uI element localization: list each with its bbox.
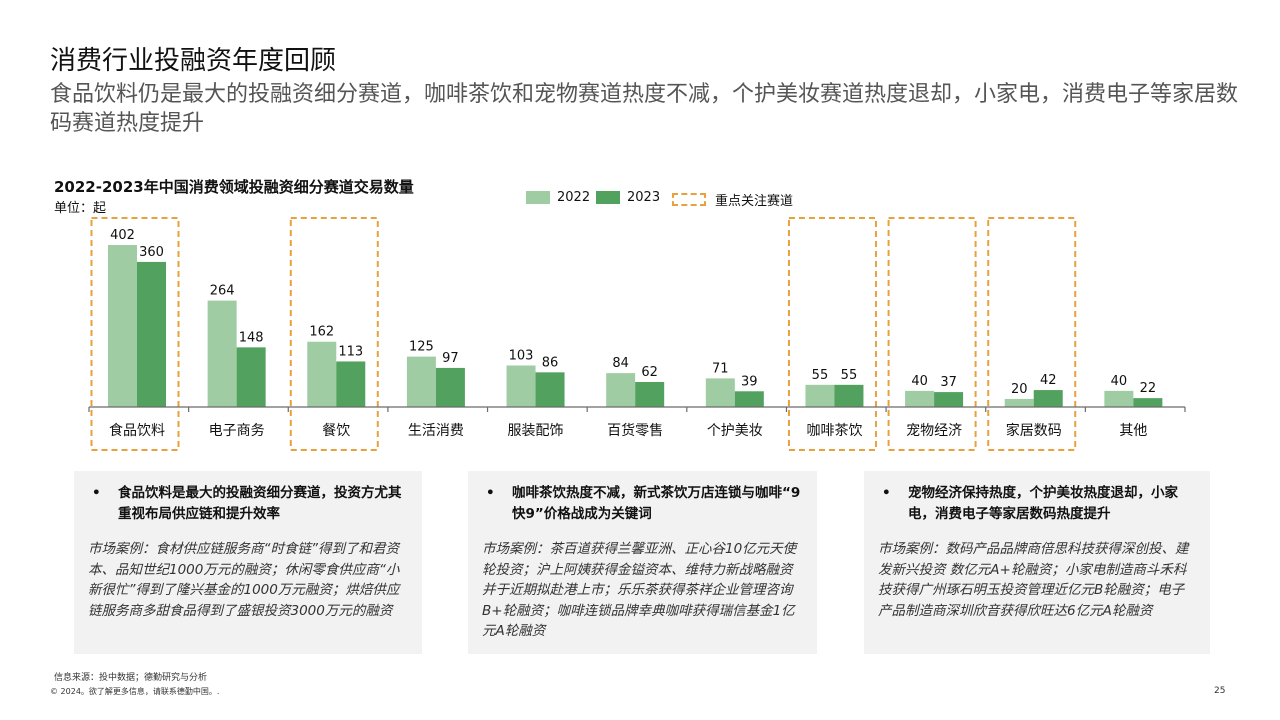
bar-2023-cat-5 — [635, 382, 665, 407]
data-label-2022-cat-5: 84 — [612, 356, 629, 371]
data-label-2022-cat-3: 125 — [409, 340, 434, 355]
bar-2023-cat-1 — [236, 347, 266, 407]
data-label-2022-cat-8: 40 — [911, 374, 928, 389]
bar-2023-cat-0 — [137, 261, 166, 407]
category-label-cat-0: 食品饮料 — [109, 422, 165, 439]
summary-heading-coffee: • 咖啡茶饮热度不减，新式茶饮万店连锁与咖啡“9快9”价格战成为关键词 — [482, 483, 803, 525]
data-label-2023-cat-0: 360 — [139, 245, 164, 260]
data-label-2023-cat-1: 148 — [239, 330, 264, 345]
data-label-2022-cat-7: 55 — [812, 368, 829, 383]
data-label-2022-cat-6: 71 — [712, 361, 729, 376]
category-label-cat-7: 咖啡茶饮 — [806, 423, 862, 439]
legend-item-2022: 2022 — [526, 190, 590, 205]
page-number: 25 — [1214, 686, 1226, 696]
bar-2023-cat-8 — [934, 392, 964, 407]
highlight-frame-cat-8 — [887, 217, 977, 451]
data-label-2023-cat-9: 42 — [1040, 373, 1057, 388]
bar-2023-cat-10 — [1133, 398, 1163, 407]
bar-2022-cat-1 — [207, 300, 237, 407]
bar-2023-cat-3 — [435, 367, 465, 407]
data-label-2023-cat-5: 62 — [641, 365, 658, 380]
data-label-2023-cat-3: 97 — [442, 351, 459, 366]
source-note: 信息来源：投中数据；德勤研究与分析 — [54, 673, 208, 683]
bar-2022-cat-5 — [606, 373, 636, 407]
bar-2022-cat-8 — [905, 390, 935, 407]
bar-2022-cat-3 — [406, 356, 436, 407]
legend-item-2023: 2023 — [596, 190, 660, 205]
bar-2022-cat-2 — [307, 341, 337, 407]
data-label-2023-cat-6: 39 — [741, 374, 758, 389]
data-label-2022-cat-9: 20 — [1011, 382, 1028, 397]
summary-heading-text: 咖啡茶饮热度不减，新式茶饮万店连锁与咖啡“9快9”价格战成为关键词 — [512, 485, 801, 522]
highlight-frame-cat-9 — [987, 217, 1077, 451]
page-title: 消费行业投融资年度回顾 — [50, 46, 337, 76]
highlight-frame-cat-2 — [289, 217, 379, 451]
bullet-marker: • — [882, 485, 891, 501]
summary-box-pet: • 宠物经济保持热度，个护美妆热度退却，小家电，消费电子等家居数码热度提升 市场… — [864, 471, 1210, 654]
category-label-cat-3: 生活消费 — [408, 423, 464, 439]
bar-2022-cat-7 — [805, 384, 835, 407]
market-case-pet: 市场案例：数码产品品牌商倍思科技获得深创投、建发新兴投资 数亿元A+轮融资；小家… — [878, 541, 1189, 619]
data-label-2023-cat-7: 55 — [841, 368, 858, 383]
summary-box-coffee: • 咖啡茶饮热度不减，新式茶饮万店连锁与咖啡“9快9”价格战成为关键词 市场案例… — [468, 471, 817, 654]
page-subtitle: 食品饮料仍是最大的投融资细分赛道，咖啡茶饮和宠物赛道热度不减，个护美妆赛道热度退… — [50, 82, 1239, 136]
category-label-cat-10: 其他 — [1119, 423, 1147, 439]
data-label-2022-cat-10: 40 — [1111, 374, 1128, 389]
bar-2022-cat-9 — [1004, 398, 1034, 407]
data-label-2022-cat-0: 402 — [110, 228, 135, 243]
legend-label-2022: 2022 — [557, 190, 591, 205]
category-label-cat-6: 个护美妆 — [707, 423, 763, 439]
bar-2022-cat-10 — [1104, 390, 1134, 407]
summary-heading-pet: • 宠物经济保持热度，个护美妆热度退却，小家电，消费电子等家居数码热度提升 — [878, 483, 1196, 525]
legend-item-highlight: 重点关注赛道 — [672, 190, 793, 209]
bullet-marker: • — [92, 485, 101, 501]
summary-heading-food: • 食品饮料是最大的投融资细分赛道，投资方尤其重视布局供应链和提升效率 — [88, 483, 408, 525]
legend-swatch-2023 — [596, 191, 620, 204]
legend-swatch-highlight — [672, 193, 706, 206]
category-label-cat-5: 百货零售 — [607, 422, 663, 439]
bar-2023-cat-9 — [1033, 390, 1063, 407]
data-label-2023-cat-2: 113 — [338, 344, 363, 359]
category-label-cat-8: 宠物经济 — [906, 423, 962, 439]
category-label-cat-2: 餐饮 — [322, 423, 350, 439]
highlight-frame-cat-0 — [90, 217, 180, 451]
legend-swatch-2022 — [526, 191, 550, 204]
category-label-cat-9: 家居数码 — [1006, 422, 1062, 439]
legend-label-2023: 2023 — [627, 190, 661, 205]
legend-label-highlight: 重点关注赛道 — [715, 194, 794, 209]
bullet-marker: • — [486, 485, 495, 501]
market-case-coffee: 市场案例：茶百道获得兰馨亚洲、正心谷10亿元天使轮投资；沪上阿姨获得金镒资本、维… — [482, 541, 797, 639]
summary-heading-text: 宠物经济保持热度，个护美妆热度退却，小家电，消费电子等家居数码热度提升 — [908, 485, 1178, 522]
data-label-2023-cat-8: 37 — [940, 375, 957, 390]
data-label-2023-cat-10: 22 — [1140, 381, 1157, 396]
bar-2023-cat-6 — [734, 391, 764, 407]
data-label-2022-cat-2: 162 — [309, 325, 334, 340]
bar-2023-cat-4 — [535, 372, 565, 407]
chart-title: 2022-2023年中国消费领域投融资细分赛道交易数量 — [54, 178, 414, 196]
data-label-2023-cat-4: 86 — [542, 355, 559, 370]
highlight-frame-cat-7 — [787, 217, 877, 451]
data-label-2022-cat-4: 103 — [509, 348, 534, 363]
bar-2022-cat-6 — [705, 378, 735, 407]
bar-2022-cat-4 — [506, 365, 536, 407]
data-label-2022-cat-1: 264 — [210, 284, 235, 299]
summary-box-food: • 食品饮料是最大的投融资细分赛道，投资方尤其重视布局供应链和提升效率 市场案例… — [74, 471, 422, 654]
chart-unit: 单位：起 — [54, 201, 107, 216]
category-label-cat-1: 电子商务 — [209, 423, 265, 439]
market-case-food: 市场案例：食材供应链服务商“时食链”得到了和君资本、品知世纪1000万元的融资；… — [88, 541, 400, 619]
bar-2022-cat-0 — [108, 245, 137, 407]
summary-heading-text: 食品饮料是最大的投融资细分赛道，投资方尤其重视布局供应链和提升效率 — [118, 485, 402, 522]
category-label-cat-4: 服装配饰 — [508, 423, 564, 439]
bar-2023-cat-7 — [834, 384, 864, 407]
copyright-note: © 2024。欲了解更多信息，请联系德勤中国。. — [50, 687, 220, 696]
bar-2023-cat-2 — [336, 361, 366, 407]
